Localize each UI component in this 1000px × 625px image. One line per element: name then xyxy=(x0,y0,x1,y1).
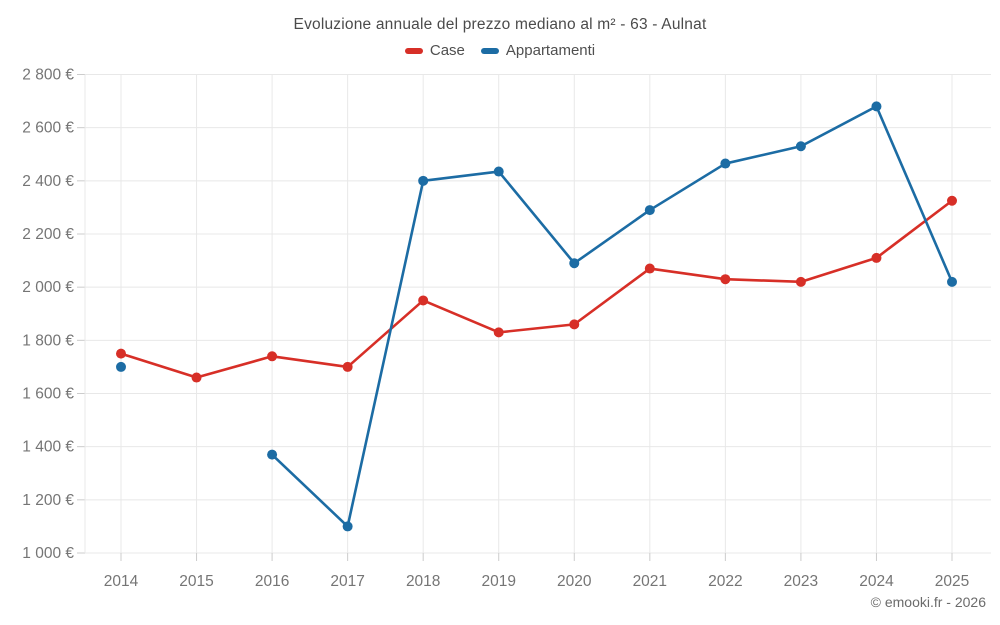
chart-title: Evoluzione annuale del prezzo mediano al… xyxy=(293,16,707,33)
svg-text:2020: 2020 xyxy=(557,573,592,590)
svg-text:2 600 €: 2 600 € xyxy=(22,120,74,137)
legend-item-case[interactable]: Case xyxy=(404,42,465,59)
legend-label-appartamenti: Appartamenti xyxy=(505,42,596,59)
svg-text:2 800 €: 2 800 € xyxy=(22,67,74,84)
svg-text:1 000 €: 1 000 € xyxy=(22,545,74,562)
svg-text:2014: 2014 xyxy=(104,573,139,590)
svg-text:2023: 2023 xyxy=(784,573,818,590)
chart-legend: Case Appartamenti xyxy=(0,42,1000,59)
legend-swatch-case xyxy=(404,47,423,54)
svg-text:2016: 2016 xyxy=(255,573,289,590)
svg-text:2 400 €: 2 400 € xyxy=(22,173,74,190)
svg-text:2015: 2015 xyxy=(179,573,213,590)
svg-text:2019: 2019 xyxy=(481,573,515,590)
svg-text:2 200 €: 2 200 € xyxy=(22,226,74,243)
legend-item-appartamenti[interactable]: Appartamenti xyxy=(480,42,596,59)
svg-text:2 000 €: 2 000 € xyxy=(22,279,74,296)
legend-swatch-appartamenti xyxy=(480,47,499,54)
svg-text:2025: 2025 xyxy=(935,573,969,590)
legend-label-case: Case xyxy=(429,42,465,59)
svg-text:2024: 2024 xyxy=(859,573,894,590)
copyright-text: © emooki.fr - 2026 xyxy=(870,594,986,610)
svg-text:1 800 €: 1 800 € xyxy=(22,332,74,349)
svg-text:2018: 2018 xyxy=(406,573,440,590)
svg-text:1 400 €: 1 400 € xyxy=(22,439,74,456)
svg-text:2017: 2017 xyxy=(330,573,364,590)
svg-text:1 200 €: 1 200 € xyxy=(22,492,74,509)
svg-text:1 600 €: 1 600 € xyxy=(22,386,74,403)
svg-text:2022: 2022 xyxy=(708,573,742,590)
svg-text:2021: 2021 xyxy=(633,573,667,590)
